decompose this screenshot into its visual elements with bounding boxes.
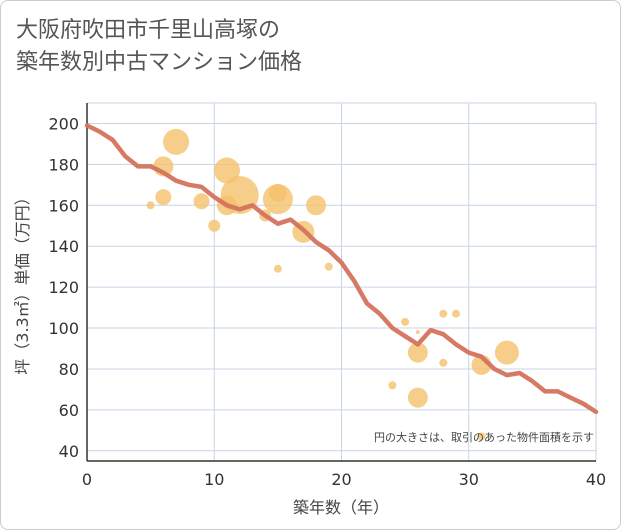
bubble — [262, 184, 293, 215]
x-tick-label: 30 — [459, 470, 479, 489]
y-tick-label: 180 — [48, 155, 79, 174]
trend-series — [84, 123, 599, 415]
bubble — [494, 340, 519, 365]
bubble-size-note: 円の大きさは、取引のあった物件面積を示す — [374, 430, 594, 444]
bubble — [407, 387, 428, 408]
bubble — [401, 317, 410, 326]
y-tick-label: 60 — [59, 401, 79, 420]
trend-line — [84, 123, 599, 415]
bubble — [439, 358, 448, 367]
y-tick-label: 40 — [59, 442, 79, 461]
chart-title-line2: 築年数別中古マンション価格 — [16, 50, 303, 75]
y-tick-label: 120 — [48, 278, 79, 297]
bubble — [415, 330, 420, 335]
bubble — [407, 342, 428, 363]
x-tick-label: 20 — [331, 470, 351, 489]
y-tick-label: 100 — [48, 319, 79, 338]
bubble — [477, 432, 486, 441]
bubble — [388, 381, 397, 390]
bubble — [155, 189, 172, 206]
bubble — [324, 262, 333, 271]
bubble — [306, 195, 327, 216]
chart-title-line1: 大阪府吹田市千里山高塚の — [16, 18, 281, 43]
y-tick-label: 80 — [59, 360, 79, 379]
bubble — [273, 264, 282, 273]
y-tick-label: 160 — [48, 196, 79, 215]
x-tick-label: 0 — [82, 470, 92, 489]
bubble — [452, 309, 461, 318]
bubble — [208, 219, 221, 232]
y-tick-label: 200 — [48, 114, 79, 133]
x-tick-label: 40 — [586, 470, 606, 489]
chart-title: 大阪府吹田市千里山高塚の 築年数別中古マンション価格 — [16, 15, 576, 79]
y-axis-label: 坪（3.3㎡）単価（万円） — [13, 189, 32, 374]
bubble — [146, 201, 155, 210]
x-axis-label: 築年数（年） — [293, 498, 389, 517]
bubble — [213, 157, 240, 184]
tick-labels: 0 10 20 30 40 40 60 80 100 120 140 160 180 200 — [48, 114, 606, 489]
x-tick-label: 10 — [204, 470, 224, 489]
axes — [86, 103, 596, 462]
y-tick-label: 140 — [48, 237, 79, 256]
bubble — [163, 128, 190, 155]
bubble — [193, 193, 210, 210]
bubble — [439, 309, 448, 318]
